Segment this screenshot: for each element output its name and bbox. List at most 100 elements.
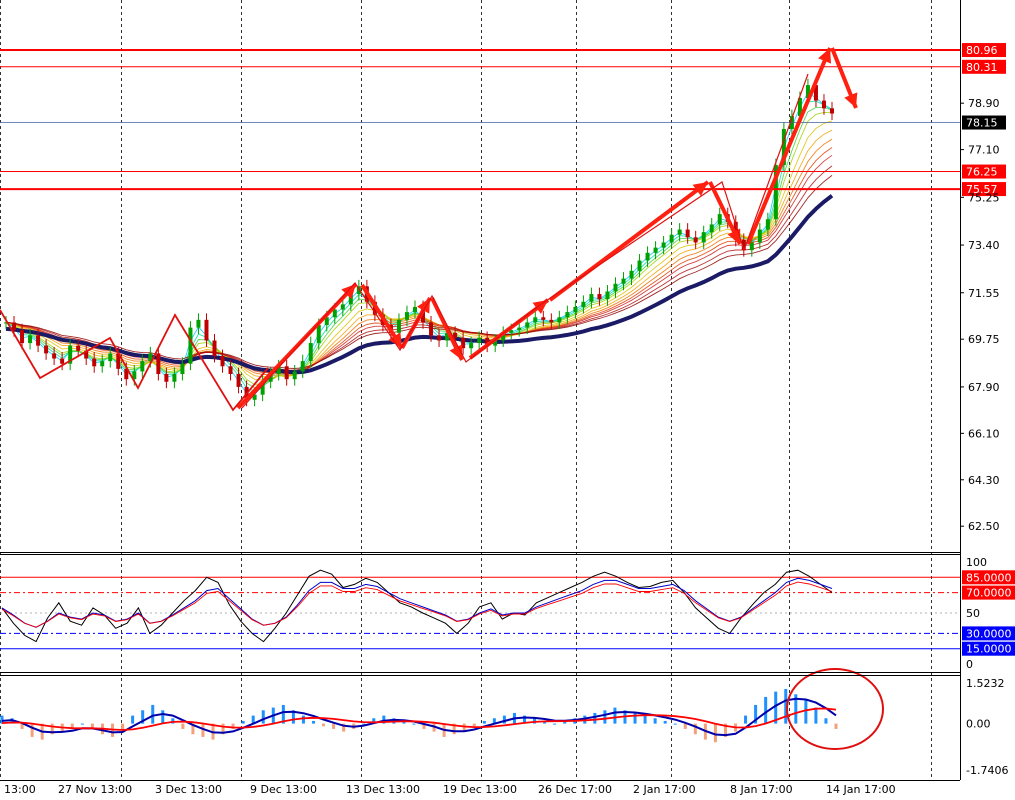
macd-histogram-bar bbox=[462, 723, 466, 732]
osc-level-label: 85.0000 bbox=[966, 571, 1012, 584]
macd-histogram-bar bbox=[653, 718, 657, 724]
candle-body bbox=[116, 353, 121, 369]
ema-support-line bbox=[5, 194, 834, 375]
candle-body bbox=[525, 322, 530, 328]
candle-body bbox=[172, 374, 177, 382]
candle-body bbox=[308, 343, 313, 362]
macd-histogram-bar bbox=[784, 688, 788, 724]
macd-histogram-bar bbox=[502, 715, 506, 724]
price-level-label: 80.96 bbox=[966, 44, 998, 57]
candle-body bbox=[292, 371, 297, 380]
candle-body bbox=[180, 363, 185, 375]
candle-body bbox=[621, 278, 626, 284]
candle-body bbox=[541, 317, 546, 320]
candle-body bbox=[52, 353, 57, 359]
candle-body bbox=[437, 335, 442, 341]
candle-body bbox=[805, 85, 810, 99]
price-level-tag bbox=[962, 182, 1006, 197]
candle-body bbox=[12, 322, 17, 331]
candle-body bbox=[773, 165, 778, 220]
macd-histogram-bar bbox=[723, 723, 727, 737]
candle-body bbox=[533, 317, 538, 323]
trend-arrow-shaft bbox=[746, 47, 832, 245]
macd-histogram-bar bbox=[251, 715, 255, 724]
osc-tick-label: 0 bbox=[966, 658, 973, 671]
candle-body bbox=[300, 361, 305, 372]
osc-level-label: 15.0000 bbox=[966, 643, 1012, 656]
macd-histogram-bar bbox=[70, 723, 74, 729]
candle-body bbox=[140, 361, 145, 372]
macd-histogram-bar bbox=[311, 720, 315, 724]
macd-histogram-bar bbox=[241, 720, 245, 724]
macd-histogram-bar bbox=[744, 715, 748, 724]
macd-histogram-bar bbox=[231, 723, 235, 729]
time-axis-label: 9 Dec 13:00 bbox=[250, 783, 317, 796]
time-axis-label: 8 Jan 17:00 bbox=[730, 783, 793, 796]
candle-body bbox=[821, 100, 826, 109]
candle-body bbox=[348, 294, 353, 305]
time-axis-label: 13 Dec 13:00 bbox=[346, 783, 420, 796]
candle-body bbox=[340, 304, 345, 310]
macd-histogram-bar bbox=[683, 723, 687, 729]
candle-body bbox=[509, 330, 514, 333]
candle-body bbox=[236, 374, 241, 387]
macd-histogram-bar bbox=[794, 694, 798, 724]
candle-body bbox=[92, 358, 97, 367]
candle-body bbox=[645, 252, 650, 261]
highlight-circle bbox=[786, 668, 884, 750]
zigzag-outline bbox=[0, 309, 269, 412]
time-axis-label: 19 Dec 13:00 bbox=[443, 783, 517, 796]
candle-body bbox=[324, 317, 329, 326]
trend-arrow-head bbox=[692, 182, 708, 196]
vertical-grid bbox=[0, 0, 932, 780]
macd-histogram-bar bbox=[291, 710, 295, 724]
macd-tick-label: 0.00 bbox=[966, 718, 991, 731]
macd-histogram-bar bbox=[563, 720, 567, 724]
candle-body bbox=[188, 327, 193, 364]
candle-body bbox=[701, 232, 706, 243]
candle-body bbox=[356, 286, 361, 295]
macd-histogram-bar bbox=[804, 699, 808, 724]
price-tick-label: 75.25 bbox=[968, 191, 1000, 204]
macd-tick-label: -1.7406 bbox=[966, 764, 1008, 777]
macd-histogram-bar bbox=[824, 718, 828, 724]
time-axis-label: 27 Nov 13:00 bbox=[58, 783, 132, 796]
osc-line bbox=[1, 577, 833, 628]
macd-histogram-bar bbox=[90, 723, 94, 729]
candle-body bbox=[284, 366, 289, 380]
candle-body bbox=[260, 381, 265, 395]
macd-histogram-bar bbox=[80, 723, 84, 725]
trend-arrow-head bbox=[844, 92, 858, 108]
candle-body bbox=[781, 128, 786, 166]
macd-histogram-bar bbox=[673, 723, 677, 725]
time-axis-label: 3 Dec 13:00 bbox=[155, 783, 222, 796]
macd-histogram-bar bbox=[452, 723, 456, 735]
candle-body bbox=[252, 394, 257, 400]
candle-body bbox=[485, 337, 490, 346]
candle-body bbox=[461, 337, 466, 349]
macd-histogram-bar bbox=[693, 723, 697, 735]
oscillator-panel: 85.0000 70.0000 30.0000 15.0000 100 50 0 bbox=[0, 556, 1015, 671]
candle-body bbox=[581, 301, 586, 307]
candle-body bbox=[637, 260, 642, 271]
macd-histogram-bar bbox=[221, 723, 225, 735]
price-tick-label: 67.90 bbox=[968, 381, 1000, 394]
candle-body bbox=[228, 366, 233, 375]
candle-body bbox=[709, 224, 714, 233]
macd-histogram-bar bbox=[613, 707, 617, 724]
candle-body bbox=[493, 340, 498, 346]
price-tick-label: 66.10 bbox=[968, 427, 1000, 440]
price-level-label: 80.31 bbox=[966, 61, 998, 74]
macd-histogram-bar bbox=[121, 723, 125, 732]
candle-body bbox=[276, 366, 281, 375]
macd-histogram-bar bbox=[0, 715, 4, 724]
trend-arrow-shaft bbox=[236, 282, 358, 410]
candle-body bbox=[629, 270, 634, 279]
price-level-label: 75.57 bbox=[966, 183, 998, 196]
macd-histogram-bar bbox=[533, 718, 537, 724]
price-tick-label: 71.55 bbox=[968, 287, 1000, 300]
macd-histogram-bar bbox=[633, 712, 637, 724]
macd-histogram-bar bbox=[482, 720, 486, 724]
candle-body bbox=[196, 319, 201, 328]
